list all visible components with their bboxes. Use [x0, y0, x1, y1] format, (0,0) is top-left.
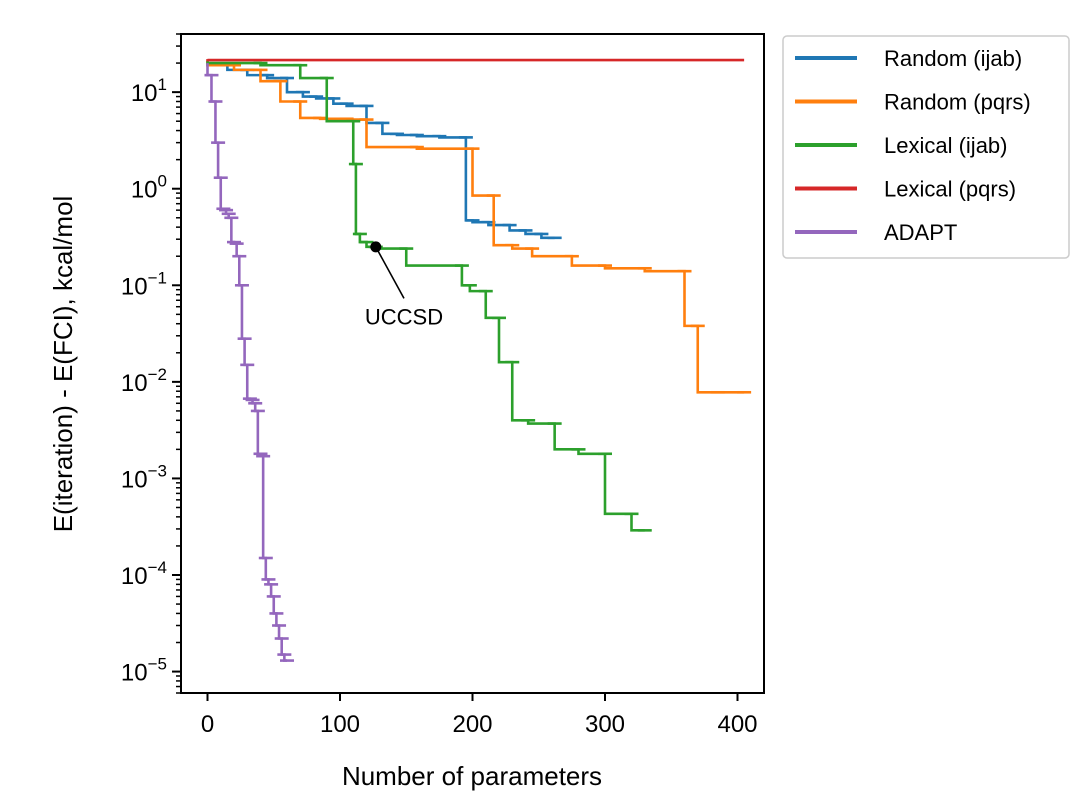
legend-item: Lexical (ijab)	[795, 133, 1008, 158]
x-axis-title: Number of parameters	[342, 761, 602, 791]
legend-label: Lexical (ijab)	[884, 133, 1008, 158]
series-line	[206, 61, 745, 394]
annotation-label: UCCSD	[365, 304, 443, 329]
annotation-arrow	[375, 246, 405, 299]
y-axis-title: E(iteration) - E(FCI), kcal/mol	[48, 196, 78, 533]
y-tick-label: 10−5	[121, 655, 167, 687]
annotation-layer: UCCSD	[365, 241, 443, 329]
series-line	[206, 61, 645, 532]
legend-item: ADAPT	[795, 220, 957, 245]
x-tick-label: 200	[452, 711, 492, 738]
plot-frame	[180, 33, 765, 694]
series-random-ijab	[206, 63, 562, 240]
legend-item: Lexical (pqrs)	[795, 177, 1016, 202]
series-line	[206, 58, 745, 62]
legend-item: Random (pqrs)	[795, 90, 1031, 115]
x-tick-label: 400	[717, 711, 757, 738]
x-tick-label: 300	[585, 711, 625, 738]
legend-label: ADAPT	[884, 220, 957, 245]
y-tick-label: 10−3	[121, 461, 167, 493]
y-tick-label: 100	[131, 172, 167, 204]
annotation-point	[370, 241, 382, 253]
series-adapt	[204, 63, 294, 662]
x-tick-label: 100	[320, 711, 360, 738]
legend-label: Random (pqrs)	[884, 90, 1031, 115]
series-random-pqrs	[206, 61, 752, 394]
series-layer	[204, 58, 752, 662]
series-lexical-ijab	[206, 61, 652, 532]
series-lexical-pqrs	[206, 58, 745, 62]
series-line	[206, 63, 555, 240]
legend-frame	[782, 35, 1070, 259]
legend-item: Random (ijab)	[795, 46, 1022, 71]
legend-label: Lexical (pqrs)	[884, 177, 1016, 202]
y-tick-label: 10−4	[121, 558, 167, 590]
y-tick-label: 10−2	[121, 365, 167, 397]
legend: Random (ijab) Random (pqrs) Lexical (ijab)…	[782, 35, 1070, 259]
y-tick-label: 101	[131, 75, 167, 107]
x-axis: 0 100 200 300 400	[201, 693, 758, 738]
series-line	[206, 63, 287, 662]
x-tick-label: 0	[201, 711, 214, 738]
y-tick-label: 10−1	[121, 268, 167, 300]
y-axis: 10−5 10−4 10−3 10−2 10−1 100 101	[121, 33, 181, 694]
legend-label: Random (ijab)	[884, 46, 1022, 71]
